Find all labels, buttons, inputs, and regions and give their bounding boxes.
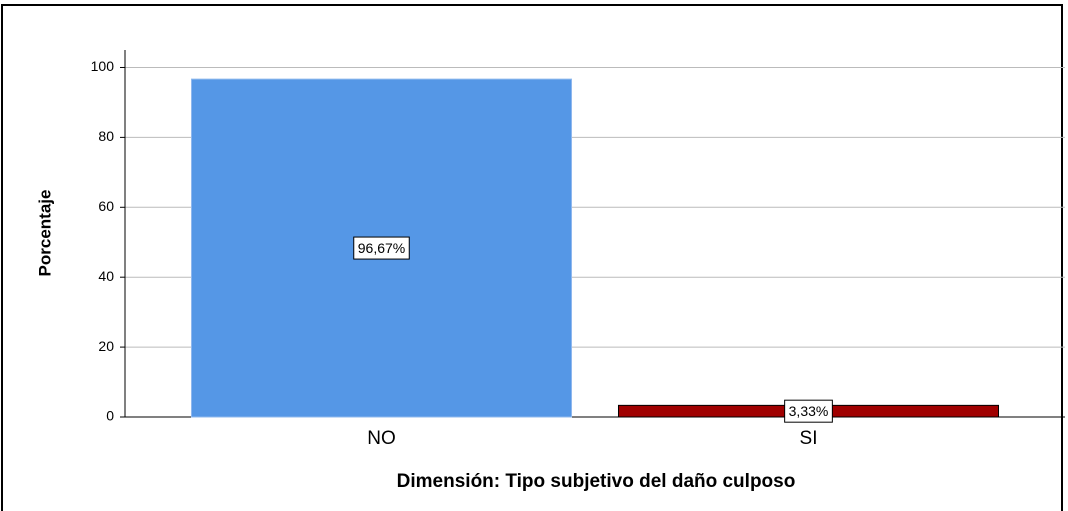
y-axis-label: Porcentaje [35,190,54,277]
y-tick-label: 100 [91,58,115,74]
x-tick-label: SI [800,428,818,449]
y-tick-label: 80 [98,128,114,144]
y-tick-label: 60 [98,198,114,214]
y-tick-label: 40 [98,268,114,284]
value-label-box [353,236,410,260]
x-axis-label: Dimensión: Tipo subjetivo del daño culpo… [397,471,796,492]
value-label: 3,33% [789,403,829,419]
y-tick-label: 0 [106,408,114,424]
y-tick-label: 20 [98,338,114,354]
value-label: 96,67% [358,240,405,256]
x-tick-label: NO [367,428,396,449]
value-label-box [784,399,833,423]
